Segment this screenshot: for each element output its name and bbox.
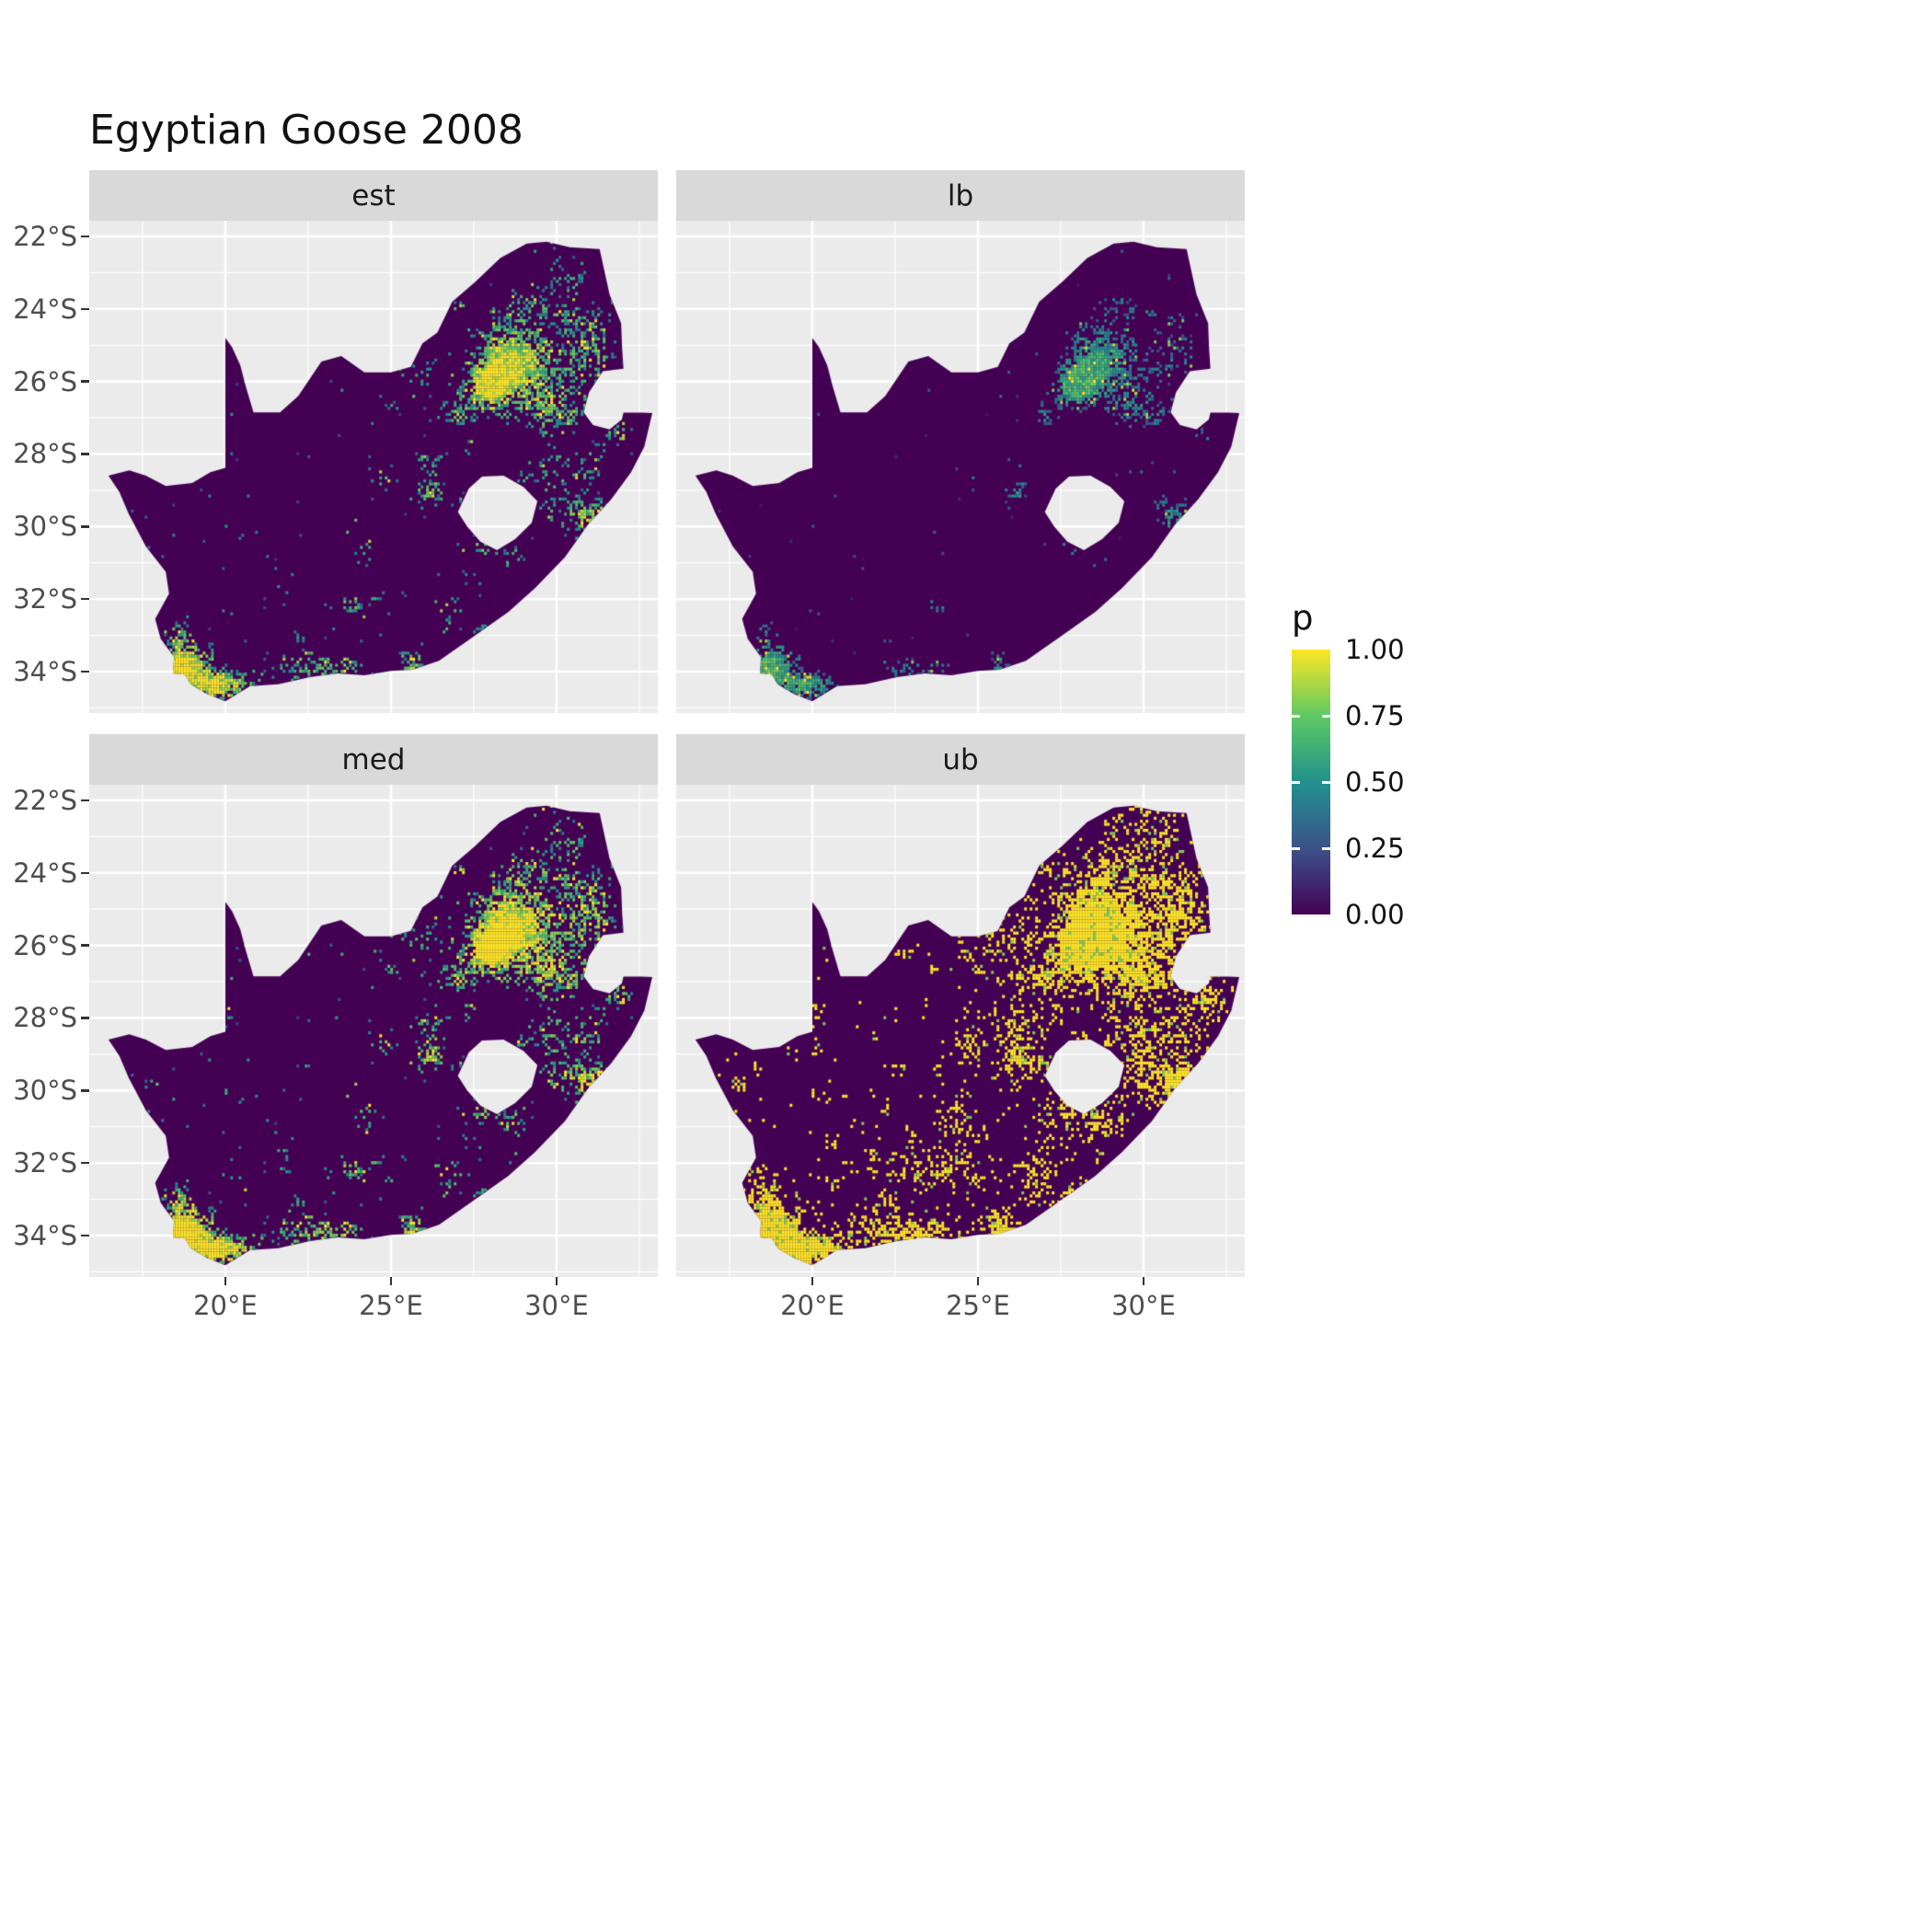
facet-panel-med — [89, 785, 658, 1277]
y-axis-label: 22°S — [13, 784, 77, 816]
x-axis-label: 25°E — [946, 1290, 1010, 1321]
y-axis-tick — [81, 1017, 89, 1019]
y-axis-label: 30°S — [13, 1075, 77, 1107]
x-axis-tick — [555, 1277, 558, 1285]
y-axis-tick — [81, 871, 89, 874]
x-axis-tick — [976, 1277, 980, 1285]
y-axis-label: 32°S — [13, 583, 77, 615]
x-axis-tick — [811, 1277, 814, 1285]
x-axis-label: 30°E — [1111, 1290, 1176, 1321]
legend-label: 0.75 — [1345, 700, 1405, 731]
y-axis-label: 24°S — [13, 857, 77, 889]
y-axis-label: 24°S — [13, 293, 77, 325]
x-axis-label: 20°E — [780, 1290, 845, 1321]
legend-label: 1.00 — [1345, 634, 1405, 665]
y-axis-tick — [81, 525, 89, 528]
y-axis-label: 34°S — [13, 1219, 77, 1251]
y-axis-label: 34°S — [13, 655, 77, 687]
y-axis-tick — [81, 1161, 89, 1165]
y-axis-tick — [81, 670, 89, 673]
y-axis-tick — [81, 1089, 89, 1092]
y-axis-label: 28°S — [13, 1002, 77, 1034]
y-axis-label: 32°S — [13, 1147, 77, 1179]
x-axis-tick — [224, 1277, 227, 1285]
map-canvas-lb — [676, 221, 1245, 713]
facet-panel-ub — [676, 785, 1245, 1277]
x-axis-tick — [1142, 1277, 1145, 1285]
y-axis-tick — [81, 380, 89, 383]
legend-tick — [1292, 846, 1300, 850]
x-axis-label: 20°E — [193, 1290, 258, 1321]
y-axis-tick — [81, 235, 89, 238]
y-axis-label: 22°S — [13, 220, 77, 252]
map-canvas-est — [89, 221, 658, 713]
y-axis-label: 28°S — [13, 438, 77, 470]
x-axis-label: 25°E — [359, 1290, 423, 1321]
facet-strip-est: est — [89, 170, 658, 221]
facet-strip-med: med — [89, 734, 658, 785]
legend-label: 0.50 — [1345, 766, 1405, 798]
legend-tick — [1292, 780, 1300, 784]
y-axis-label: 30°S — [13, 511, 77, 543]
y-axis-label: 26°S — [13, 929, 77, 961]
plot-title: Egyptian Goose 2008 — [89, 107, 523, 154]
legend-title: p — [1292, 598, 1314, 638]
x-axis-tick — [389, 1277, 393, 1285]
facet-strip-lb: lb — [676, 170, 1245, 221]
y-axis-tick — [81, 1234, 89, 1237]
facet-panel-lb — [676, 221, 1245, 713]
legend-label: 0.25 — [1345, 833, 1405, 864]
y-axis-tick — [81, 944, 89, 947]
legend-tick — [1322, 780, 1330, 784]
x-axis-label: 30°E — [524, 1290, 589, 1321]
legend-tick — [1322, 714, 1330, 718]
legend-tick — [1322, 846, 1330, 850]
y-axis-tick — [81, 307, 89, 310]
y-axis-tick — [81, 597, 89, 601]
map-canvas-ub — [676, 785, 1245, 1277]
legend-tick — [1292, 714, 1300, 718]
facet-strip-ub: ub — [676, 734, 1245, 785]
facet-panel-est — [89, 221, 658, 713]
legend-label: 0.00 — [1345, 899, 1405, 930]
y-axis-tick — [81, 799, 89, 802]
y-axis-label: 26°S — [13, 365, 77, 397]
map-canvas-med — [89, 785, 658, 1277]
y-axis-tick — [81, 453, 89, 455]
